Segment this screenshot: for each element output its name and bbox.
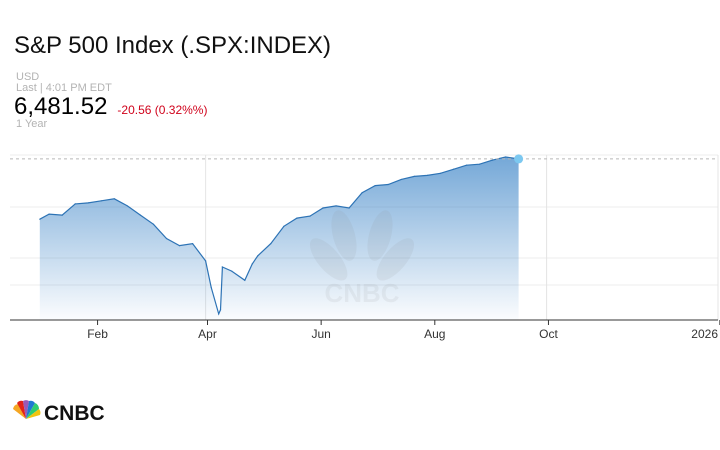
- data-point: [210, 286, 212, 289]
- data-point: [322, 207, 324, 209]
- x-tick-label: Jun: [311, 327, 330, 341]
- data-point: [39, 218, 41, 220]
- data-point: [478, 163, 481, 165]
- data-point: [74, 203, 76, 205]
- data-point: [257, 255, 259, 257]
- data-point: [505, 156, 507, 158]
- data-point: [139, 214, 142, 216]
- data-point: [205, 260, 207, 262]
- data-point: [374, 184, 376, 187]
- data-point: [348, 207, 350, 209]
- data-point: [283, 225, 285, 227]
- data-point: [61, 214, 63, 216]
- chart-line: [39, 156, 519, 316]
- data-point: [244, 279, 246, 281]
- currency-label: USD: [16, 71, 40, 83]
- data-point: [113, 198, 115, 200]
- x-tick-label: Aug: [424, 327, 445, 341]
- data-point: [465, 164, 468, 166]
- peacock-icon: [13, 400, 41, 419]
- data-point: [361, 192, 363, 194]
- data-point: [309, 215, 311, 217]
- data-point: [452, 168, 455, 170]
- data-point: [48, 213, 50, 215]
- data-point: [426, 174, 428, 176]
- last-updated: Last | 4:01 PM EDT: [16, 82, 112, 94]
- data-point: [400, 178, 402, 181]
- data-point: [270, 243, 272, 245]
- x-tick-label: 2026: [691, 327, 718, 341]
- data-point: [191, 243, 194, 245]
- data-point: [439, 172, 441, 174]
- page-title: S&P 500 Index (.SPX:INDEX): [14, 32, 332, 59]
- data-point: [413, 175, 415, 177]
- cnbc-logo: CNBC: [13, 400, 105, 425]
- logo-text: CNBC: [44, 402, 105, 425]
- data-point: [296, 217, 298, 219]
- data-point: [126, 205, 128, 207]
- price-chart: Feb Apr Jun Aug Oct 2026: [0, 140, 720, 350]
- data-point: [219, 309, 222, 311]
- data-point: [221, 266, 223, 268]
- data-point: [251, 263, 253, 265]
- chart-area: [39, 157, 519, 320]
- data-point: [387, 183, 389, 186]
- data-point: [335, 205, 337, 207]
- data-point: [165, 237, 168, 240]
- data-point: [491, 159, 494, 161]
- x-tick-label: Feb: [87, 327, 108, 341]
- chart-svg: Feb Apr Jun Aug Oct 2026: [10, 154, 720, 341]
- last-point-marker: [514, 154, 524, 164]
- data-point: [178, 245, 181, 247]
- price-row: 6,481.52 -20.56 (0.32%%): [14, 92, 207, 122]
- period-label: 1 Year: [16, 118, 48, 130]
- x-tick-label: Apr: [198, 327, 217, 341]
- data-point: [218, 313, 220, 315]
- x-tick-label: Oct: [539, 327, 558, 341]
- price-change: -20.56 (0.32%%): [117, 103, 208, 117]
- data-point: [87, 202, 89, 204]
- data-point: [100, 200, 102, 202]
- data-point: [152, 223, 155, 225]
- last-price: 6,481.52: [14, 93, 108, 120]
- data-point: [231, 270, 233, 272]
